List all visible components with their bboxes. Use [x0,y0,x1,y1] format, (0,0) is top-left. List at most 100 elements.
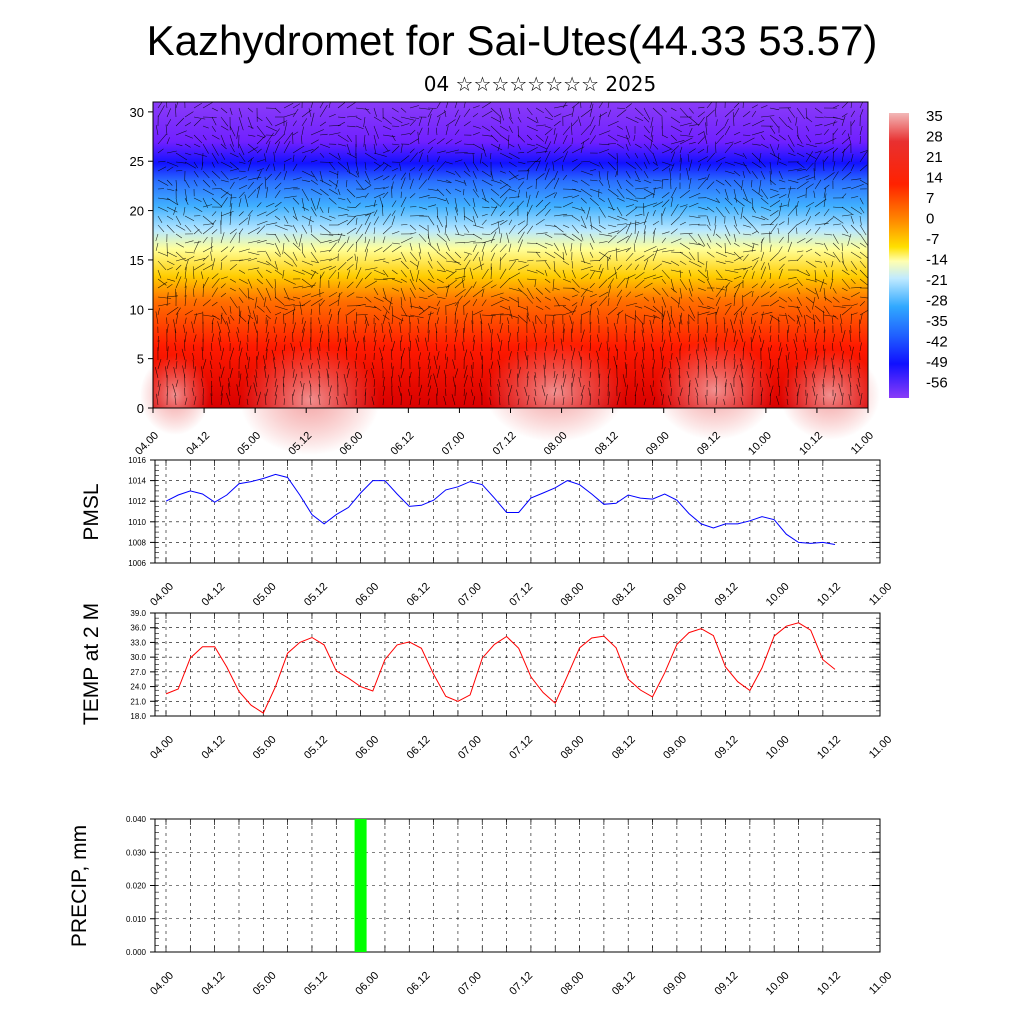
wind-vector [634,187,649,190]
wind-vector [219,362,222,370]
wind-vector [616,310,624,316]
wind-vector [544,393,548,406]
wind-vector [661,125,663,136]
wind-vector [244,194,249,208]
wind-vector [265,260,277,270]
wind-vector [490,315,493,325]
wind-vector [253,322,258,334]
wind-vector [388,329,393,343]
wind-vector [471,364,474,379]
wind-vector [796,316,800,325]
x-tick-label: 04.12 [184,430,212,458]
wind-vector [400,196,407,208]
wind-vector [499,188,511,199]
wind-vector [796,200,799,208]
wind-vector [247,210,253,217]
wind-vector [571,106,575,118]
wind-vector [769,216,779,226]
wind-vector [724,224,731,237]
wind-vector [220,179,229,183]
wind-vector [433,355,438,370]
wind-vector [472,281,477,289]
wind-vector [751,320,756,334]
wind-vector [697,287,706,291]
wind-vector [751,243,755,253]
wind-vector [418,233,427,242]
wind-vector [715,386,717,397]
wind-vector [408,346,411,361]
wind-vector [706,164,711,172]
wind-vector [256,287,265,301]
wind-vector [616,206,623,217]
wind-vector [742,269,748,280]
wind-vector [472,215,477,226]
wind-vector [740,364,744,379]
wind-vector [400,107,407,113]
wind-vector [490,116,501,123]
wind-vector [454,268,466,271]
wind-vector [670,140,685,145]
wind-vector [490,143,503,151]
wind-vector [371,368,375,379]
wind-vector [607,120,619,127]
wind-vector [508,287,523,292]
wind-vector [598,241,608,244]
wind-vector [238,217,249,226]
wind-vector [796,314,801,327]
wind-vector [715,156,726,163]
wind-vector [850,178,862,181]
wind-vector [337,338,342,352]
wind-vector [155,125,159,136]
wind-vector [165,366,168,379]
wind-vector [499,179,512,188]
wind-vector [859,278,868,286]
y-axis-label: PRECIP, mm [68,825,91,947]
wind-vector [695,377,699,388]
wind-vector [364,388,367,397]
wind-vector [317,346,321,361]
wind-vector [786,329,789,343]
wind-vector [337,233,346,236]
wind-vector [408,332,411,343]
wind-vector [804,334,807,343]
wind-vector [508,161,517,167]
y-tick-label: 1016 [128,456,146,465]
wind-vector [436,260,446,271]
chart-subtitle: 04 ☆☆☆☆☆☆☆☆ 2025 [423,72,657,96]
wind-vector [381,203,384,217]
wind-vector [769,223,778,235]
wind-vector [769,365,774,379]
wind-vector [832,314,839,320]
wind-vector [598,264,602,271]
colorbar-label: -28 [926,293,948,310]
wind-vector [355,278,363,289]
wind-vector [238,191,245,199]
wind-vector [472,105,480,109]
wind-vector [166,150,177,154]
wind-vector [562,126,571,136]
wind-vector [607,143,617,145]
wind-vector [823,208,830,217]
wind-vector [688,382,691,397]
wind-vector [634,314,644,325]
wind-vector [678,321,681,334]
wind-vector [469,267,474,280]
y-tick-label: 1012 [128,497,146,506]
wind-vector [247,314,251,325]
wind-vector [337,361,340,370]
wind-vector [688,127,693,136]
wind-vector [319,121,327,127]
wind-vector [238,152,246,163]
wind-vector [175,179,178,192]
x-tick-label: 04.00 [148,734,176,762]
wind-vector [346,152,357,159]
wind-vector [497,221,501,235]
wind-vector [427,108,433,118]
wind-vector [778,204,788,208]
wind-vector [715,278,727,280]
wind-vector [166,215,174,220]
wind-vector [598,279,608,289]
wind-vector [850,184,864,190]
wind-vector [328,300,339,307]
wind-vector [643,211,649,226]
